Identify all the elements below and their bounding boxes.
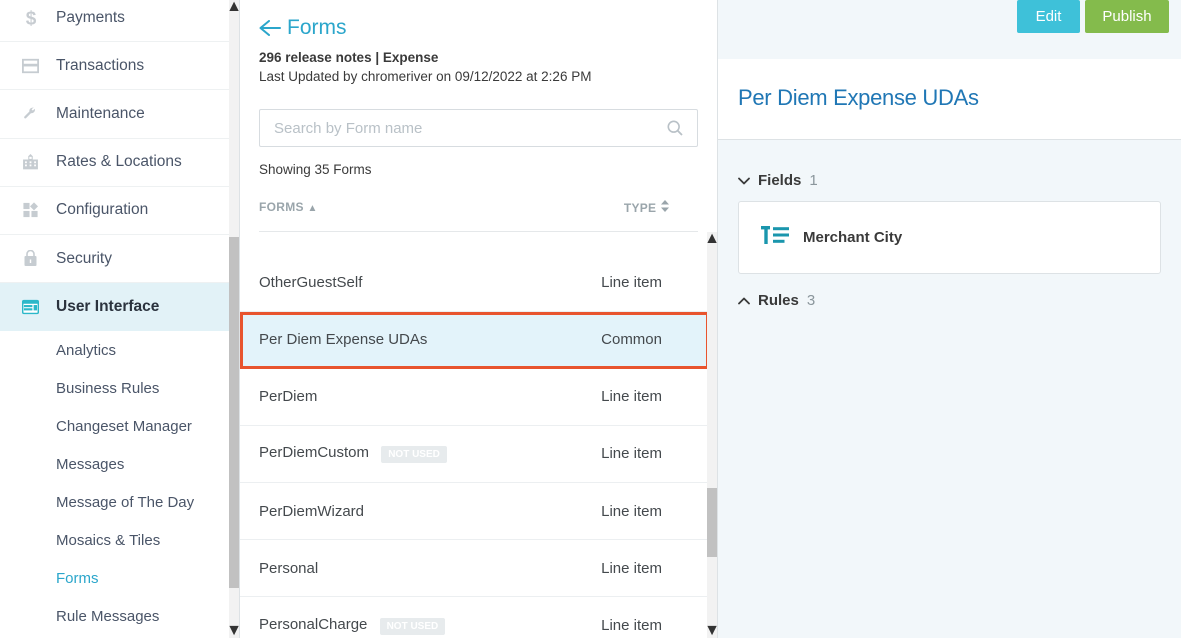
svg-text:$: $ (25, 8, 36, 28)
